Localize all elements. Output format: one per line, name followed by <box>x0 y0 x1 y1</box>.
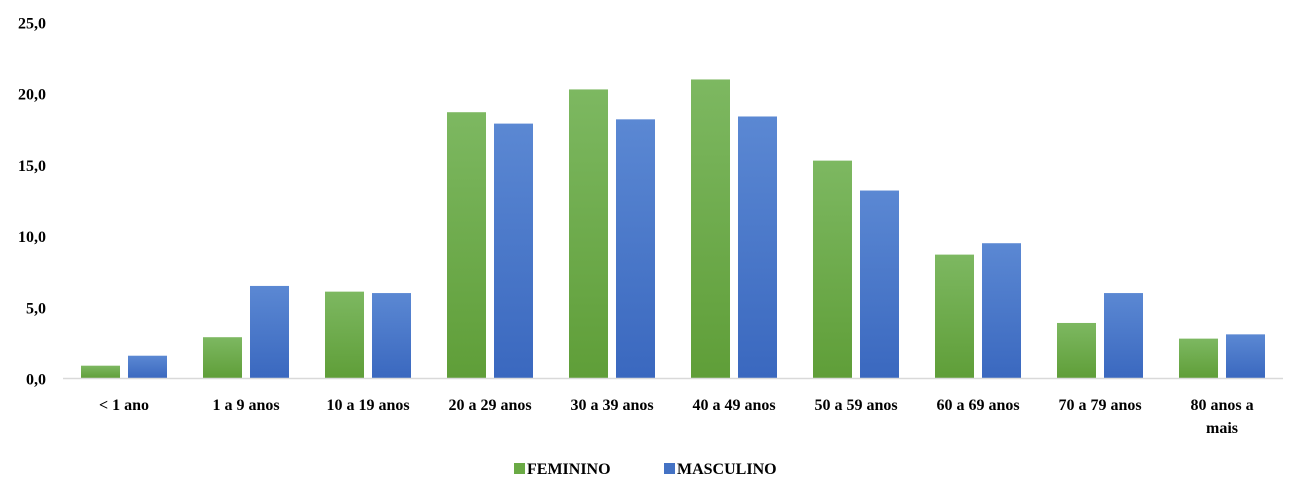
x-category-label: 40 a 49 anos <box>692 397 775 414</box>
x-category-label-line: 20 a 29 anos <box>448 397 531 414</box>
bar-feminino <box>1179 338 1218 379</box>
y-tick-label: 5,0 <box>26 300 46 317</box>
x-category-label: 70 a 79 anos <box>1058 397 1141 414</box>
bar-masculino <box>372 293 411 379</box>
legend-label-masculino: MASCULINO <box>677 461 777 478</box>
bar-masculino <box>494 123 533 379</box>
legend: FEMININO MASCULINO <box>514 461 777 478</box>
x-category-label-line: 1 a 9 anos <box>212 397 279 414</box>
bar-masculino <box>738 116 777 379</box>
x-category-label: 50 a 59 anos <box>814 397 897 414</box>
x-category-label: < 1 ano <box>99 397 149 414</box>
bar-feminino <box>569 89 608 379</box>
bar-feminino <box>813 160 852 379</box>
bar-masculino <box>982 243 1021 379</box>
x-category-label: 60 a 69 anos <box>936 397 1019 414</box>
x-category-label-line: 80 anos a <box>1190 397 1253 414</box>
y-tick-label: 10,0 <box>18 229 46 246</box>
x-category-label: 30 a 39 anos <box>570 397 653 414</box>
y-tick-label: 15,0 <box>18 158 46 175</box>
y-tick-label: 0,0 <box>26 372 46 389</box>
x-category-label-line: mais <box>1206 420 1238 437</box>
x-category-label-line: 40 a 49 anos <box>692 397 775 414</box>
legend-swatch-masculino <box>664 463 675 474</box>
x-category-label-line: 70 a 79 anos <box>1058 397 1141 414</box>
x-category-label-line: < 1 ano <box>99 397 149 414</box>
bar-masculino <box>1104 293 1143 379</box>
bar-feminino <box>325 291 364 379</box>
x-category-label-line: 50 a 59 anos <box>814 397 897 414</box>
x-category-label-line: 30 a 39 anos <box>570 397 653 414</box>
x-category-label: 10 a 19 anos <box>326 397 409 414</box>
legend-label-feminino: FEMININO <box>527 461 611 478</box>
legend-swatch-feminino <box>514 463 525 474</box>
y-tick-label: 20,0 <box>18 87 46 104</box>
bar-feminino <box>81 365 120 379</box>
bar-feminino <box>691 79 730 379</box>
y-tick-label: 25,0 <box>18 16 46 33</box>
x-category-label-line: 60 a 69 anos <box>936 397 1019 414</box>
x-category-label: 20 a 29 anos <box>448 397 531 414</box>
x-category-label-line: 10 a 19 anos <box>326 397 409 414</box>
bar-feminino <box>1057 322 1096 379</box>
bar-feminino <box>935 254 974 379</box>
x-category-label: 1 a 9 anos <box>212 397 279 414</box>
bar-masculino <box>860 190 899 379</box>
bar-masculino <box>1226 334 1265 379</box>
bars <box>81 79 1265 379</box>
bar-feminino <box>447 112 486 379</box>
y-axis: 0,0 5,0 10,0 15,0 20,0 25,0 <box>18 16 46 389</box>
bar-feminino <box>203 337 242 379</box>
x-category-label: 80 anos a mais <box>1190 397 1253 437</box>
bar-masculino <box>128 355 167 379</box>
x-axis: < 1 ano 1 a 9 anos 10 a 19 anos 20 a 29 ano… <box>99 397 1254 437</box>
bar-masculino <box>616 119 655 379</box>
bar-masculino <box>250 285 289 379</box>
